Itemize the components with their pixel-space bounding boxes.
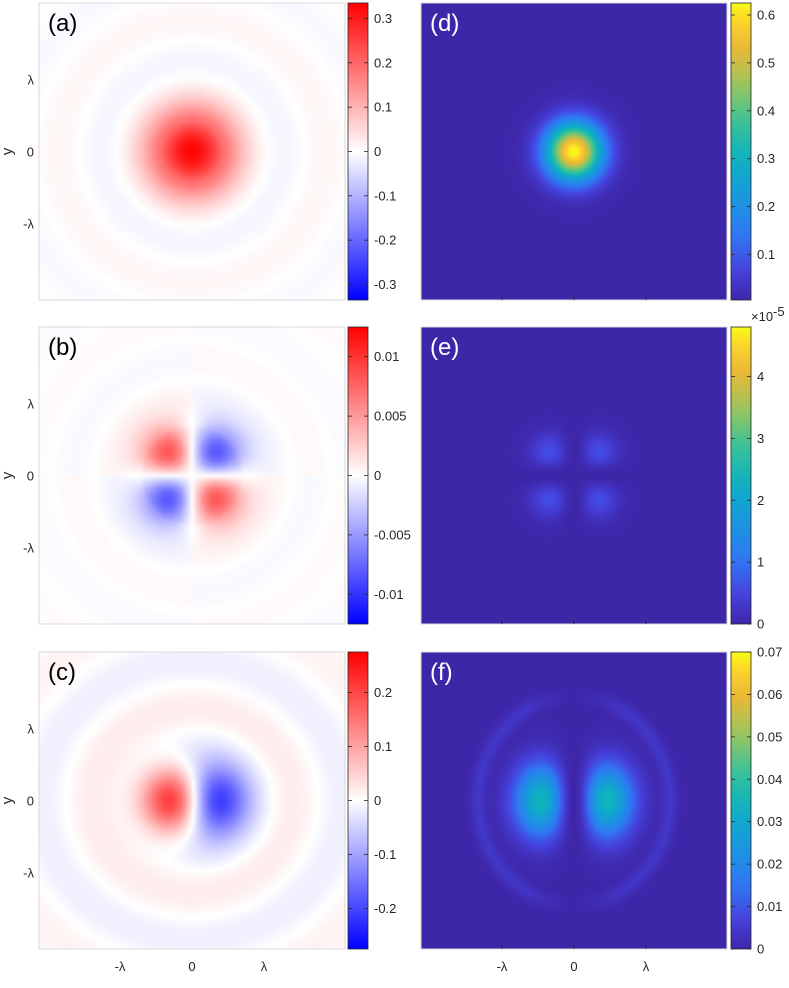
colorbar-tick-label: -0.2: [374, 901, 396, 916]
colorbar-tick-label: 0.03: [757, 814, 782, 829]
heatmap-image: [421, 327, 727, 624]
panel-c: (c) y λ 0 -λ -λ 0 λ 0.2 0.1 0 -0.1 -0.2: [0, 651, 396, 974]
colorbar-multiplier: ×10: [751, 309, 773, 324]
colorbar-tick-label: 0.01: [757, 899, 782, 914]
colorbar: [731, 327, 751, 624]
y-tick-label: -λ: [23, 541, 34, 556]
colorbar-tick-label: 0.005: [374, 409, 407, 424]
colorbar-tick-label: 2: [757, 493, 764, 508]
y-tick-label: 0: [27, 145, 34, 160]
colorbar-tick-label: -0.1: [374, 847, 396, 862]
x-tick-label: 0: [188, 959, 195, 974]
colorbar-tick-label: 0.6: [757, 7, 775, 22]
heatmap-image: [421, 652, 727, 949]
panel-b: (b) y λ 0 -λ 0.01 0.005 0 -0.005 -0.01: [0, 326, 411, 625]
colorbar-tick-label: 0: [757, 942, 764, 957]
colorbar-frame: [730, 326, 752, 625]
colorbar-tick-label: 0: [374, 468, 381, 483]
panel-label: (d): [430, 10, 459, 37]
colorbar-tick-label: 0: [374, 144, 381, 159]
colorbar-tick-label: 0.05: [757, 729, 782, 744]
x-tick-label: λ: [643, 959, 650, 974]
panel-label: (a): [48, 10, 77, 37]
colorbar-exponent: -5: [773, 304, 785, 319]
plot-frame: [38, 651, 346, 950]
y-axis-label: y: [0, 147, 16, 155]
colorbar-tick-label: 0.2: [374, 55, 392, 70]
panel-a: (a) y λ 0 -λ 0.3 0.2 0.1 0 -0.1 -0.2 -0.3: [0, 2, 396, 301]
x-tick-label: λ: [261, 959, 268, 974]
panel-f: (f) -λ 0 λ 0.07 0.06 0.05 0.04 0.03 0.02 0.01 0: [420, 645, 782, 974]
colorbar-tick-label: 1: [757, 555, 764, 570]
colorbar-tick-label: 0.1: [374, 100, 392, 115]
colorbar-tick-label: 0.2: [374, 685, 392, 700]
colorbar-tick-label: 0.07: [757, 645, 782, 660]
plot-frame: [38, 326, 346, 625]
heatmap-image: [421, 3, 727, 300]
y-tick-label: -λ: [23, 866, 34, 881]
colorbar: [348, 3, 368, 300]
colorbar: [731, 3, 751, 300]
plot-frame: [38, 2, 346, 301]
x-tick-label: -λ: [115, 959, 126, 974]
colorbar: [731, 652, 751, 949]
colorbar-tick-label: 0.3: [757, 151, 775, 166]
colorbar-frame: [730, 651, 752, 950]
y-tick-label: 0: [27, 469, 34, 484]
colorbar-tick-label: -0.2: [374, 233, 396, 248]
colorbar-tick-label: 0.3: [374, 11, 392, 26]
colorbar-tick-label: -0.01: [374, 587, 404, 602]
colorbar-tick-label: 4: [757, 369, 764, 384]
y-tick-label: -λ: [23, 217, 34, 232]
colorbar-tick-label: 0.4: [757, 103, 775, 118]
panel-label: (e): [430, 334, 459, 361]
heatmap-image: [39, 652, 345, 949]
colorbar: [348, 652, 368, 949]
colorbar-tick-label: 0: [757, 617, 764, 632]
panel-label: (f): [430, 659, 453, 686]
colorbar-tick-label: 0.02: [757, 857, 782, 872]
heatmap-image: [39, 3, 345, 300]
y-axis-label: y: [0, 796, 16, 804]
colorbar-tick-label: 0: [374, 793, 381, 808]
panel-e: (e) 4 3 2 1 0 ×10 -5: [420, 304, 785, 632]
colorbar-tick-label: -0.3: [374, 277, 396, 292]
colorbar-tick-label: 0.04: [757, 772, 782, 787]
y-tick-label: 0: [27, 794, 34, 809]
panel-label: (b): [48, 334, 77, 361]
colorbar-tick-label: 0.1: [374, 739, 392, 754]
colorbar-tick-label: 0.2: [757, 199, 775, 214]
colorbar-tick-label: 0.06: [757, 687, 782, 702]
colorbar-tick-label: 0.01: [374, 349, 399, 364]
colorbar-tick-label: -0.1: [374, 188, 396, 203]
panel-d: (d) 0.6 0.5 0.4 0.3 0.2 0.1: [420, 2, 775, 301]
y-tick-label: λ: [28, 397, 35, 412]
y-tick-label: λ: [28, 73, 35, 88]
y-axis-label: y: [0, 471, 16, 479]
colorbar: [348, 327, 368, 624]
y-tick-label: λ: [28, 722, 35, 737]
colorbar-tick-label: -0.005: [374, 527, 411, 542]
colorbar-tick-label: 3: [757, 431, 764, 446]
colorbar-tick-label: 0.5: [757, 55, 775, 70]
colorbar-frame: [730, 2, 752, 301]
x-tick-label: 0: [570, 959, 577, 974]
colorbar-tick-label: 0.1: [757, 247, 775, 262]
x-tick-label: -λ: [497, 959, 508, 974]
heatmap-image: [39, 327, 345, 624]
panel-label: (c): [48, 659, 76, 686]
